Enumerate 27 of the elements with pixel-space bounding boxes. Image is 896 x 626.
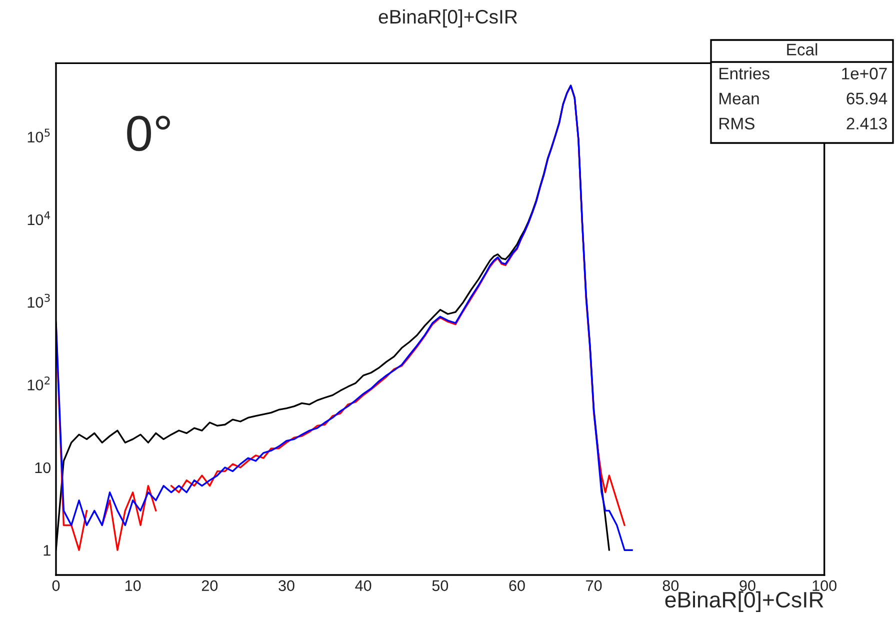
y-tick-label: 10$^{4}$ — [28, 211, 50, 226]
text: 2.413 — [846, 118, 887, 130]
y-tick-label: 10$^{2}$ — [28, 376, 50, 390]
text: Ecal — [787, 43, 818, 56]
x-axis-title: eBinaR[0]+CsIR — [665, 591, 824, 612]
x-tick-label: 20 — [202, 580, 218, 592]
annotation: Mean — [720, 92, 759, 104]
chart-title: eBinaR[0]+CsIR — [378, 9, 518, 28]
x-tick-label: 10 — [126, 580, 141, 592]
x-tick-label: 80 — [662, 580, 679, 592]
x-tick-label: 40 — [355, 580, 372, 592]
text: 1e+07 — [842, 68, 887, 80]
y-tick-label: 10 — [35, 462, 51, 474]
annotation: Entries — [720, 67, 770, 80]
x-tick-label: 30 — [278, 580, 294, 592]
x-tick-label: 60 — [509, 580, 525, 592]
annotation: RMS — [720, 118, 754, 130]
x-tick-label: 0 — [52, 580, 60, 592]
y-tick-label: 1 — [44, 545, 50, 556]
x-tick-label: 50 — [432, 580, 448, 592]
text: 65.94 — [846, 92, 888, 104]
x-tick-label: 70 — [586, 580, 602, 592]
x-tick-label: 100 — [812, 580, 836, 592]
annotation: 0° — [127, 116, 170, 152]
y-tick-label: 10$^{3}$ — [28, 294, 50, 308]
x-tick-label: 90 — [740, 580, 756, 592]
y-tick-label: 10$^{5}$ — [28, 128, 50, 143]
